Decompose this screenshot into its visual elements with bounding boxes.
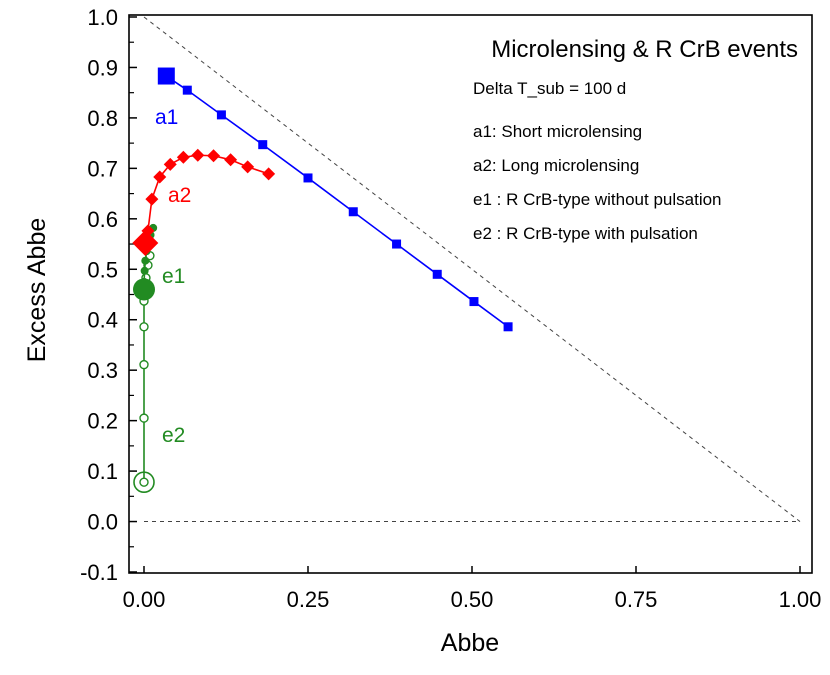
- legend-entry-e2: e2 : R CrB-type with pulsation: [473, 224, 698, 243]
- y-tick-label: 0.7: [87, 156, 118, 181]
- y-axis: -0.1 0.0 0.1 0.2 0.3 0.4 0.5 0.6 0.7 0.8 0.9 1.0: [80, 5, 137, 585]
- x-tick-label: 0.75: [615, 587, 658, 612]
- y-axis-title: Excess Abbe: [23, 218, 51, 363]
- y-tick-label: 0.4: [87, 308, 118, 333]
- x-tick-label: 0.50: [451, 587, 494, 612]
- legend-entry-a2: a2: Long microlensing: [473, 156, 639, 175]
- data-point-a1: [216, 110, 226, 120]
- y-tick-label: 0.5: [87, 257, 118, 282]
- data-point-a1: [432, 269, 442, 279]
- data-point-e2: [139, 322, 149, 332]
- plot-frame: [128, 14, 813, 574]
- data-point-e1: [140, 266, 149, 275]
- data-point-a1: [258, 140, 268, 150]
- reference-line-0: [143, 16, 801, 522]
- legend-entry-e1: e1 : R CrB-type without pulsation: [473, 190, 722, 209]
- y-tick-label: 0.9: [87, 55, 118, 80]
- series-label-a1: a1: [155, 106, 178, 129]
- data-point-a1: [469, 297, 479, 307]
- legend-entry-a1: a1: Short microlensing: [473, 122, 642, 141]
- data-point-e2: [139, 413, 149, 423]
- y-tick-label: -0.1: [80, 560, 118, 585]
- data-point-e1: [141, 256, 150, 265]
- x-axis-title: Abbe: [441, 629, 499, 657]
- y-tick-label: 0.6: [87, 207, 118, 232]
- reference-lines: [143, 16, 801, 523]
- x-tick-label: 1.00: [779, 587, 822, 612]
- data-point-a2: [241, 160, 255, 174]
- series-label-e2: e2: [162, 424, 185, 447]
- series-line-a1: [165, 75, 509, 328]
- data-point-a1: [348, 207, 358, 217]
- y-tick-label: 0.3: [87, 358, 118, 383]
- data-point-a2: [224, 153, 238, 167]
- series-label-e1: e1: [162, 265, 185, 288]
- start-point-a1: [157, 67, 175, 85]
- data-point-a2: [207, 149, 221, 163]
- x-axis: 0.00 0.25 0.50 0.75 1.00: [123, 566, 822, 612]
- series-layer: [132, 67, 513, 493]
- data-point-a2: [153, 170, 167, 184]
- data-point-a2: [191, 148, 205, 162]
- series-label-a2: a2: [168, 184, 191, 207]
- x-tick-label: 0.00: [123, 587, 166, 612]
- data-point-a1: [303, 173, 313, 183]
- series-a2: [132, 148, 276, 257]
- legend: a1: Short microlensing a2: Long microlen…: [473, 122, 722, 243]
- data-point-a2: [262, 167, 276, 181]
- y-tick-label: 1.0: [87, 5, 118, 30]
- y-tick-label: 0.1: [87, 459, 118, 484]
- data-point-a2: [145, 192, 159, 206]
- data-point-a2: [176, 150, 190, 164]
- y-tick-label: 0.2: [87, 409, 118, 434]
- start-point-e2-ring: [133, 471, 155, 493]
- data-point-a1: [392, 239, 402, 249]
- y-tick-label: 0.0: [87, 510, 118, 535]
- start-point-e2: [139, 477, 149, 487]
- data-point-a1: [503, 322, 513, 332]
- series-a1: [157, 67, 513, 332]
- chart-subtitle: Delta T_sub = 100 d: [473, 79, 626, 98]
- start-point-e1: [133, 278, 155, 301]
- start-point-a2: [132, 230, 159, 257]
- data-point-e2: [139, 359, 149, 370]
- y-tick-label: 0.8: [87, 106, 118, 131]
- data-point-a2: [163, 157, 177, 171]
- chart-title: Microlensing & R CrB events: [491, 36, 798, 63]
- x-tick-label: 0.25: [287, 587, 330, 612]
- data-point-a1: [182, 85, 192, 95]
